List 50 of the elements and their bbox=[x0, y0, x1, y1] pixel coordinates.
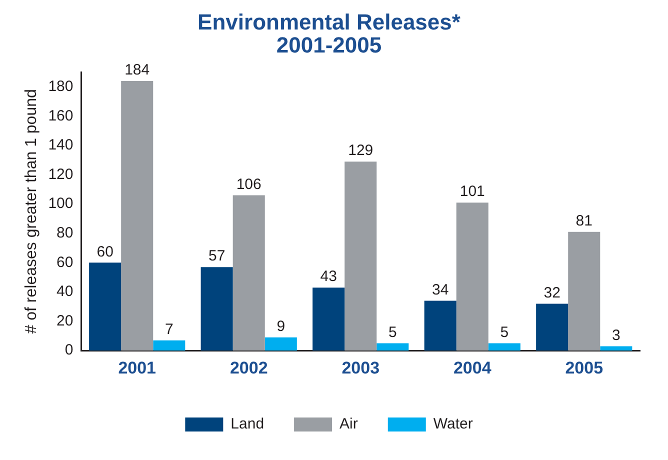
data-label: 3 bbox=[612, 326, 620, 344]
y-tick-label: 80 bbox=[56, 224, 74, 242]
x-tick-label: 2001 bbox=[118, 358, 156, 378]
bar bbox=[232, 195, 265, 351]
x-tick-label: 2002 bbox=[230, 358, 268, 378]
y-tick-label: 120 bbox=[48, 166, 74, 183]
bar bbox=[376, 343, 409, 351]
bar bbox=[344, 162, 377, 351]
y-tick-label: 0 bbox=[64, 342, 74, 359]
data-label: 81 bbox=[576, 212, 592, 230]
data-label: 5 bbox=[500, 324, 509, 341]
data-label: 7 bbox=[164, 320, 174, 338]
y-axis-title: # of releases greater than 1 pound bbox=[23, 89, 40, 334]
bar bbox=[153, 340, 186, 351]
bar bbox=[200, 267, 233, 351]
bar bbox=[89, 262, 122, 351]
data-label: 5 bbox=[388, 324, 397, 341]
legend-label: Land bbox=[230, 416, 264, 433]
legend-label: Air bbox=[340, 416, 358, 433]
bar bbox=[536, 304, 568, 351]
data-label: 34 bbox=[432, 281, 449, 298]
y-tick-label: 180 bbox=[48, 78, 74, 95]
bar bbox=[264, 337, 297, 351]
x-tick-label: 2003 bbox=[342, 358, 380, 378]
data-label: 101 bbox=[460, 183, 485, 200]
bar bbox=[600, 346, 632, 351]
data-label: 184 bbox=[124, 62, 150, 79]
data-label: 57 bbox=[208, 248, 226, 265]
data-label: 32 bbox=[544, 284, 560, 302]
bar bbox=[488, 343, 520, 351]
data-label: 60 bbox=[96, 243, 114, 260]
bar bbox=[424, 300, 456, 351]
y-tick-label: 40 bbox=[56, 283, 74, 300]
data-label: 9 bbox=[276, 318, 286, 336]
y-tick-label: 20 bbox=[56, 312, 74, 330]
bar bbox=[456, 202, 488, 351]
bar bbox=[312, 288, 345, 351]
chart-title: Environmental Releases* 2001-2005 bbox=[198, 10, 461, 58]
data-label: 106 bbox=[236, 176, 262, 193]
legend-label: Water bbox=[433, 416, 473, 433]
data-label: 43 bbox=[320, 268, 337, 286]
x-tick-label: 2005 bbox=[565, 358, 604, 378]
y-tick-label: 160 bbox=[48, 107, 74, 124]
data-label: 129 bbox=[348, 142, 374, 160]
bar bbox=[568, 232, 600, 351]
y-tick-label: 60 bbox=[56, 254, 74, 271]
y-tick-label: 100 bbox=[48, 195, 74, 212]
y-tick-label: 140 bbox=[48, 136, 74, 154]
bar bbox=[121, 80, 154, 351]
x-tick-label: 2004 bbox=[453, 358, 492, 378]
